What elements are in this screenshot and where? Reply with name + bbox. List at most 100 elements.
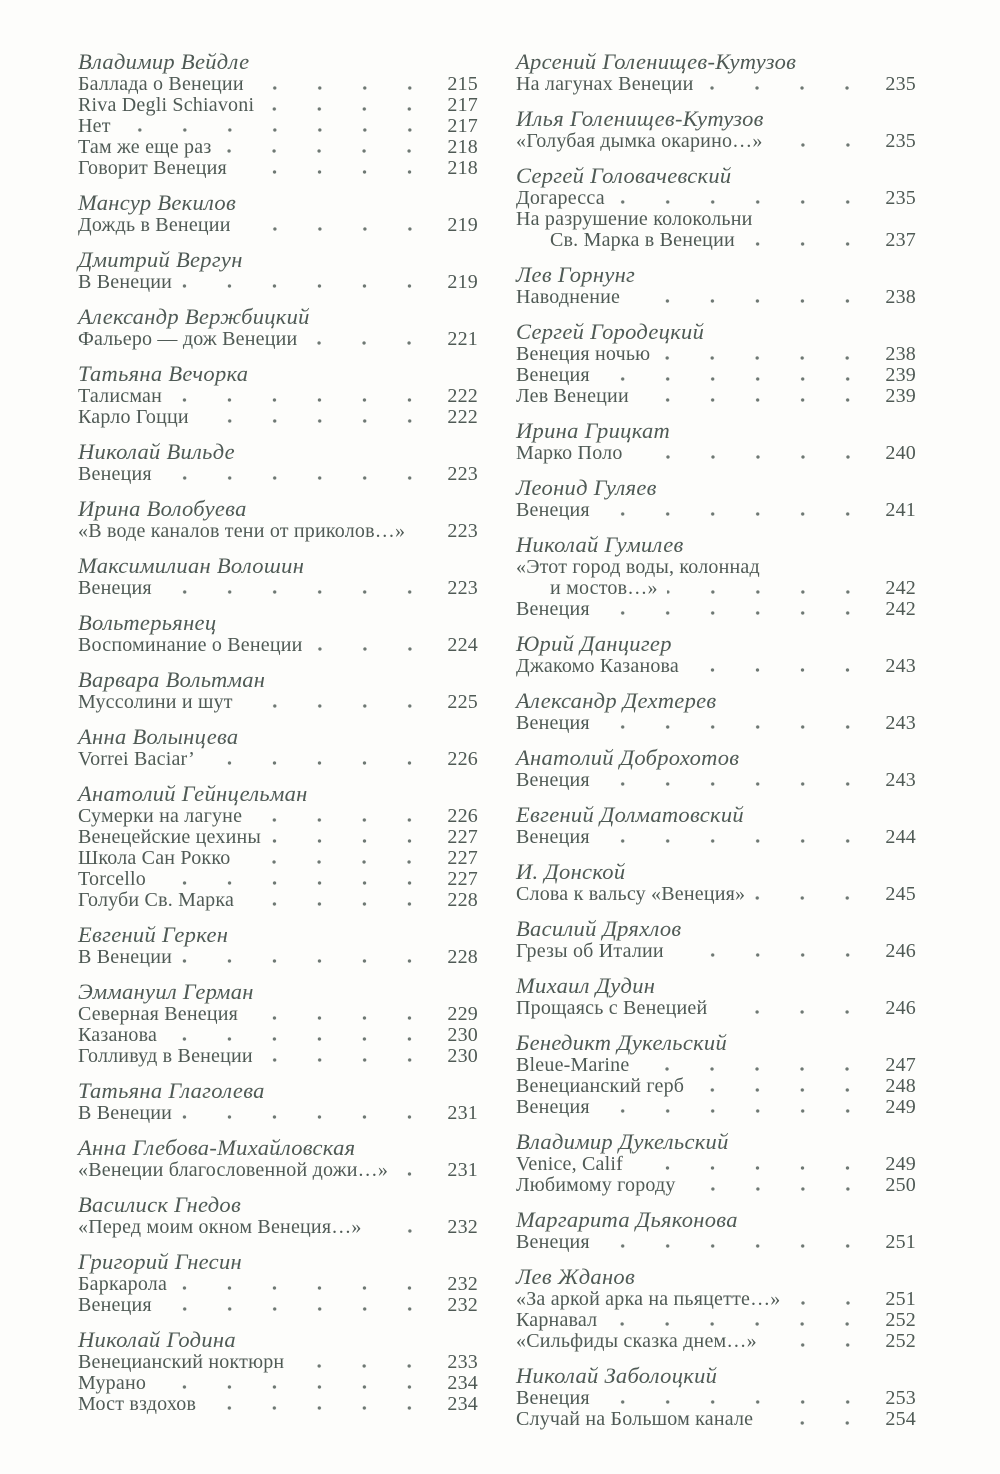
entry-title: Венеция [516,1388,590,1409]
author-name: Вольтерьянец [78,610,217,635]
author-name: Варвара Вольтман [78,667,266,692]
author-name: Ирина Волобуева [78,496,247,521]
toc-group: Александр Дехтерев Венеция 243 [516,689,916,734]
toc-group: Максимилиан Волошин Венеция 223 [78,554,478,599]
toc-group: Юрий Данцигер Джакомо Казанова 243 [516,632,916,677]
page-number: 226 [447,805,478,827]
toc-group: Евгений Долматовский Венеция 244 [516,803,916,848]
entry-title: Riva Degli Schiavoni [78,95,255,116]
author-name: Николай Заболоцкий [516,1363,718,1388]
entry-title: Венеция [516,599,590,620]
page-number: 253 [885,1387,916,1409]
page-number: 218 [447,136,478,158]
page-number: 242 [885,577,916,599]
page-number: 243 [885,712,916,734]
entry-title: Венеция [516,1097,590,1118]
author-name: Сергей Головачевский [516,163,732,188]
dot-leader [160,1303,434,1316]
author-name: И. Донской [516,859,626,884]
author-name: Илья Голенищев-Кутузов [516,106,764,131]
toc-group: Анатолий Гейнцельман Сумерки на лагуне 226… [78,782,478,911]
dot-leader [598,835,872,848]
page-number: 233 [447,1351,478,1373]
dot-leader [251,814,434,827]
toc-group: Лев Жданов «За аркой арка на пьяцетте…» 25… [516,1265,916,1352]
toc-entry: В Венеции 231 [78,1103,478,1124]
author-name: Николай Вильде [78,439,235,464]
entry-title: Венецианский герб [516,1076,685,1097]
toc-entry: «Голубая дымка окарино…» 235 [516,131,916,152]
toc-entry: Догаресса 235 [516,188,916,209]
author-name: Юрий Данцигер [516,631,672,656]
toc-entry: Венецианский ноктюрн 233 [78,1352,478,1373]
author-name: Мансур Векилов [78,190,237,215]
page-number: 222 [447,406,478,428]
entry-title: Венеция [78,1295,152,1316]
toc-group: Илья Голенищев-Кутузов «Голубая дымка ока… [516,107,916,152]
toc-entry: Школа Сан Рокко 227 [78,848,478,869]
toc-group: Евгений Геркен В Венеции 228 [78,923,478,968]
page-number: 231 [447,1102,478,1124]
entry-title: «Венеции благословенной дожи…» [78,1160,389,1181]
toc-column-right: Арсений Голенищев-Кутузов На лагунах Вене… [516,50,916,1430]
page-number: 227 [447,868,478,890]
page-number: 232 [447,1294,478,1316]
page-number: 234 [447,1393,478,1415]
page-number: 243 [885,655,916,677]
dot-leader [716,1006,872,1019]
author-name: Ирина Грицкат [516,418,671,443]
dot-leader [171,394,434,407]
page-number: 222 [447,385,478,407]
dot-leader [765,1339,872,1352]
toc-entry: Баркарола 232 [78,1274,478,1295]
toc-group: Владимир Дукельский Venice, Calif 249 Любим… [516,1130,916,1196]
author-name: Татьяна Вечорка [78,361,249,386]
toc-entry: Лев Венеции 239 [516,386,916,407]
dot-leader [762,1417,872,1430]
toc-entry: Bleue-Marine 247 [516,1055,916,1076]
dot-leader [688,664,872,677]
toc-entry: Венецианский герб 248 [516,1076,916,1097]
dot-leader [181,280,434,293]
author-name: Николай Гумилев [516,532,684,557]
dot-leader [160,472,434,485]
page-number: 239 [885,364,916,386]
page-number: 244 [885,826,916,848]
entry-title: Карнавал [516,1310,598,1331]
entry-title: Мурано [78,1373,147,1394]
entry-title: «В воде каналов тени от приколов…» [78,521,406,542]
entry-title: На лагунах Венеции [516,74,694,95]
entry-title: В Венеции [78,947,173,968]
dot-leader [370,1225,434,1238]
dot-leader [293,1360,434,1373]
page-number: 217 [447,94,478,116]
entry-title: Венеция [78,578,152,599]
toc-entry: В Венеции 228 [78,947,478,968]
dot-leader [239,223,434,236]
entry-title: Венеция ночью [516,344,651,365]
toc-entry: Карло Гоцци 222 [78,407,478,428]
page-number: 252 [885,1330,916,1352]
toc-entry: Венецейские цехины 227 [78,827,478,848]
page-number: 238 [885,343,916,365]
toc-entry: Там же еще раз 218 [78,137,478,158]
dot-leader [247,1012,434,1025]
dot-leader [166,1033,434,1046]
entry-title: Torcello [78,869,146,890]
dot-leader [789,1297,872,1310]
toc-entry: Венеция 241 [516,500,916,521]
entry-title: Воспоминание о Венеции [78,635,303,656]
entry-title: Венеция [78,464,152,485]
dot-leader [176,1282,434,1295]
entry-title: Муссолини и шут [78,692,233,713]
entry-title: Наводнение [516,287,621,308]
toc-group: Григорий Гнесин Баркарола 232 Венеция 232 [78,1250,478,1316]
toc-group: Бенедикт Дукельский Bleue-Marine 247 Венеци… [516,1031,916,1118]
toc-entry: Голливуд в Венеции 230 [78,1046,478,1067]
toc-entry: Воспоминание о Венеции 224 [78,635,478,656]
page-number: 228 [447,946,478,968]
author-name: Анна Глебова-Михайловская [78,1135,356,1160]
page-number: 223 [447,520,478,542]
toc-group: Леонид Гуляев Венеция 241 [516,476,916,521]
page-number: 238 [885,286,916,308]
